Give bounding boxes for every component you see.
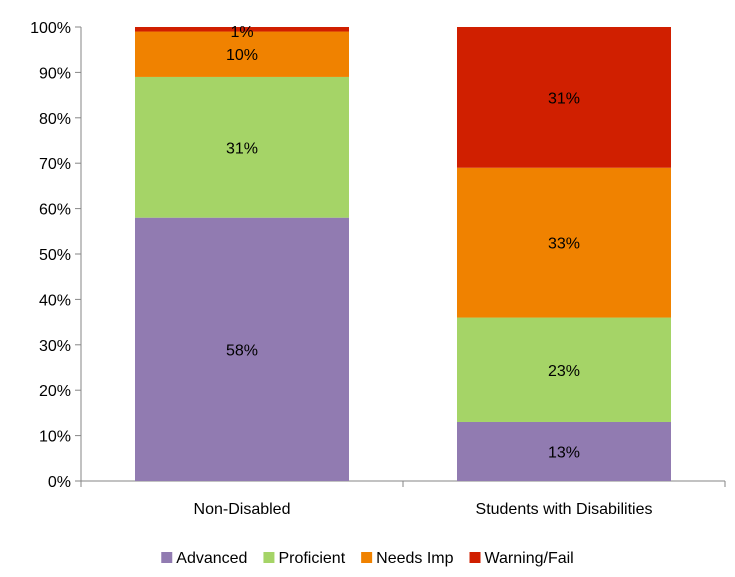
legend-swatch: [469, 552, 481, 563]
legend-label: Proficient: [278, 550, 345, 567]
x-tick-label: Non-Disabled: [194, 501, 291, 518]
bar-segment: [457, 27, 671, 168]
x-tick-label: Students with Disabilities: [476, 501, 653, 518]
y-tick-label: 30%: [39, 338, 71, 355]
data-label: 23%: [548, 363, 580, 380]
legend-label: Warning/Fail: [485, 550, 574, 567]
bar-segment: [457, 167, 671, 318]
bar-segment: [135, 76, 349, 218]
y-tick-label: 90%: [39, 65, 71, 82]
legend-label: Advanced: [176, 550, 247, 567]
legend-swatch: [361, 552, 373, 563]
legend-swatch: [263, 552, 275, 563]
data-label: 58%: [226, 342, 258, 359]
data-label: 1%: [230, 24, 253, 41]
data-label: 13%: [548, 444, 580, 461]
y-tick-label: 50%: [39, 247, 71, 264]
data-label: 31%: [226, 140, 258, 157]
y-tick-label: 60%: [39, 202, 71, 219]
data-label: 10%: [226, 47, 258, 64]
y-tick-label: 80%: [39, 111, 71, 128]
y-tick-label: 40%: [39, 292, 71, 309]
y-tick-label: 10%: [39, 429, 71, 446]
y-tick-label: 70%: [39, 156, 71, 173]
bar-segment: [135, 27, 349, 32]
y-tick-label: 100%: [30, 20, 71, 37]
y-tick-label: 20%: [39, 383, 71, 400]
bar-segment: [457, 317, 671, 422]
legend-label: Needs Imp: [376, 550, 453, 567]
bar-segment: [135, 31, 349, 77]
bar-segment: [457, 421, 671, 481]
data-label: 33%: [548, 236, 580, 253]
y-tick-label: 0%: [48, 474, 71, 491]
bar-segment: [135, 217, 349, 481]
data-label: 31%: [548, 90, 580, 107]
legend-swatch: [161, 552, 173, 563]
